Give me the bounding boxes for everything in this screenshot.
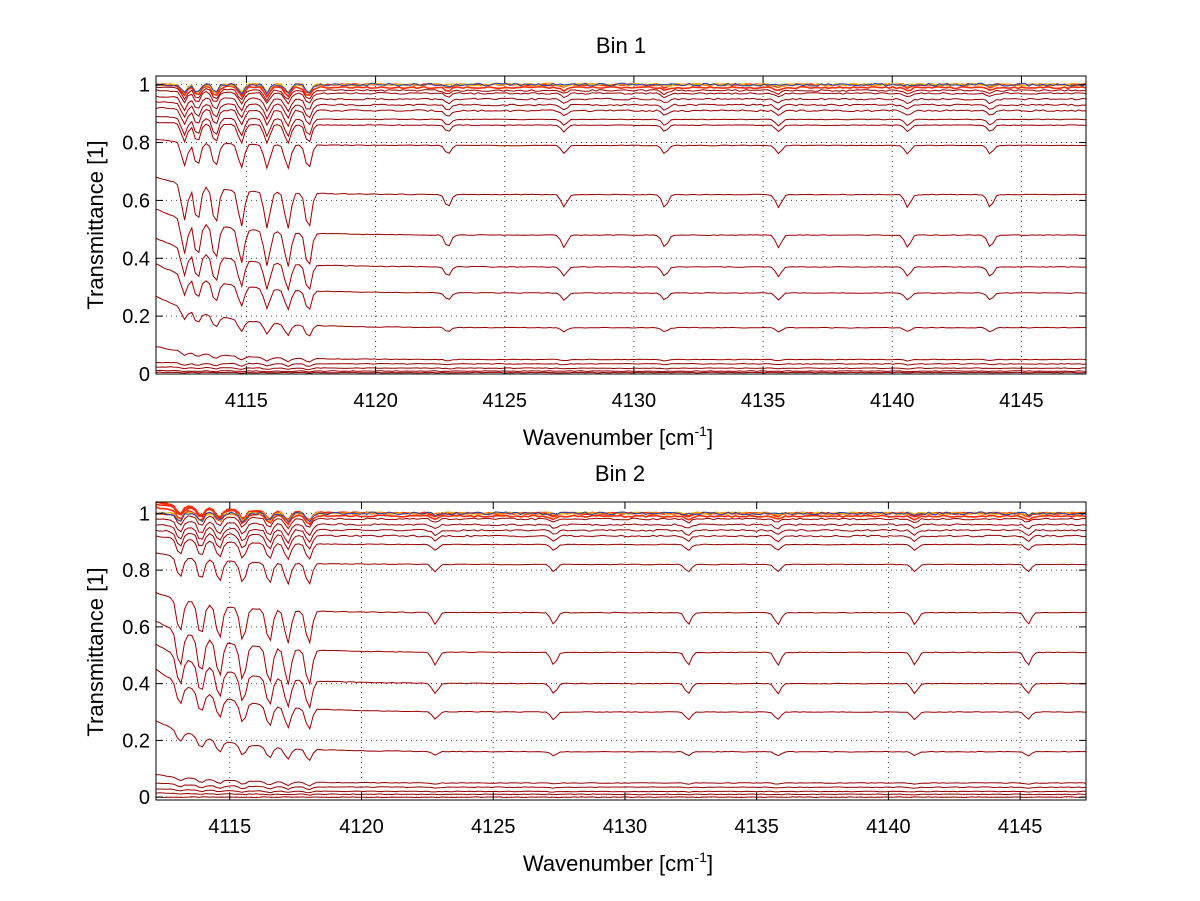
series-line bbox=[155, 86, 1087, 102]
x-tick-label: 4115 bbox=[208, 816, 251, 838]
series-line bbox=[155, 512, 1087, 530]
axes-box bbox=[155, 75, 1087, 375]
y-axis-label: Transmittance [1] bbox=[83, 567, 108, 736]
series-line bbox=[155, 237, 1087, 292]
series-line bbox=[155, 511, 1087, 524]
x-tick-label: 4135 bbox=[734, 816, 779, 838]
series-line bbox=[156, 361, 1087, 367]
series-line bbox=[155, 643, 1087, 710]
y-tick-label: 0.8 bbox=[122, 560, 150, 582]
series-line bbox=[155, 139, 1087, 170]
y-tick-label: 0.6 bbox=[122, 190, 150, 212]
series-line bbox=[155, 720, 1086, 762]
plot-bin-2: Bin 2 4115 4120 4125 4130 4135 4140 4145 00.20… bbox=[83, 461, 1087, 876]
series-line bbox=[155, 369, 1087, 373]
series-line bbox=[155, 176, 1086, 229]
series-line bbox=[155, 620, 1087, 686]
y-ticks: 0 0.2 0.4 0.6 0.8 1 bbox=[122, 503, 1086, 809]
series-line bbox=[155, 518, 1087, 537]
series-line bbox=[155, 524, 1087, 545]
y-ticks: 0 0.2 0.4 0.6 0.8 1 bbox=[122, 75, 1086, 386]
y-tick-label: 1 bbox=[139, 75, 150, 97]
x-tick-label: 4145 bbox=[998, 816, 1043, 838]
series-line bbox=[155, 83, 1087, 99]
y-tick-label: 0.2 bbox=[122, 306, 150, 328]
plot-bin-1: Bin 1 4115 4120 4125 4130 4135 4140 4145 00.20… bbox=[83, 33, 1087, 450]
x-tick-label: 4140 bbox=[866, 816, 911, 838]
y-axis-label: Transmittance [1] bbox=[83, 140, 108, 309]
series-line bbox=[155, 529, 1087, 551]
y-tick-label: 0.6 bbox=[122, 617, 150, 639]
series-group bbox=[155, 501, 1087, 799]
series-line bbox=[155, 668, 1087, 731]
y-tick-label: 0.2 bbox=[122, 730, 150, 752]
series-line bbox=[155, 788, 1087, 794]
x-tick-label: 4120 bbox=[339, 816, 384, 838]
chart-title: Bin 2 bbox=[595, 461, 645, 486]
series-line bbox=[155, 82, 1087, 96]
series-line bbox=[155, 101, 1087, 121]
y-tick-label: 0 bbox=[139, 787, 150, 809]
chart-title: Bin 1 bbox=[596, 33, 646, 58]
x-tick-label: 4115 bbox=[225, 390, 268, 412]
series-line bbox=[155, 116, 1086, 138]
series-line bbox=[155, 782, 1087, 791]
series-line bbox=[155, 506, 1087, 526]
series-line bbox=[155, 106, 1087, 128]
y-tick-label: 0.4 bbox=[122, 674, 150, 696]
series-line bbox=[155, 592, 1087, 645]
y-tick-label: 0.8 bbox=[122, 133, 150, 155]
series-line bbox=[155, 792, 1087, 796]
series-line bbox=[155, 121, 1087, 145]
series-line bbox=[155, 89, 1087, 105]
axes-box bbox=[155, 501, 1087, 801]
x-tick-label: 4120 bbox=[353, 390, 398, 412]
x-tick-label: 4145 bbox=[999, 390, 1044, 412]
series-line bbox=[155, 535, 1087, 561]
series-line bbox=[155, 796, 1087, 799]
series-line bbox=[155, 346, 1087, 363]
series-line bbox=[155, 371, 1087, 374]
series-line bbox=[155, 552, 1087, 586]
y-tick-label: 1 bbox=[139, 503, 150, 525]
x-tick-label: 4135 bbox=[741, 390, 786, 412]
series-line bbox=[156, 774, 1087, 787]
series-line bbox=[156, 366, 1087, 371]
x-tick-label: 4125 bbox=[471, 816, 516, 838]
series-line bbox=[155, 295, 1087, 337]
x-axis-label: Wavenumber [cm-1] bbox=[523, 849, 713, 876]
series-line bbox=[155, 208, 1087, 267]
x-tick-label: 4130 bbox=[612, 390, 657, 412]
x-tick-label: 4140 bbox=[870, 390, 915, 412]
y-tick-label: 0 bbox=[139, 364, 150, 386]
x-tick-label: 4125 bbox=[483, 390, 528, 412]
series-line bbox=[155, 95, 1087, 113]
x-ticks: 4115 4120 4125 4130 4135 4140 4145 bbox=[225, 76, 1044, 412]
y-tick-label: 0.4 bbox=[122, 248, 150, 270]
x-ticks: 4115 4120 4125 4130 4135 4140 4145 bbox=[208, 502, 1042, 838]
series-line bbox=[155, 263, 1087, 311]
x-tick-label: 4130 bbox=[603, 816, 648, 838]
series-group bbox=[155, 82, 1087, 374]
x-axis-label: Wavenumber [cm-1] bbox=[523, 423, 713, 450]
